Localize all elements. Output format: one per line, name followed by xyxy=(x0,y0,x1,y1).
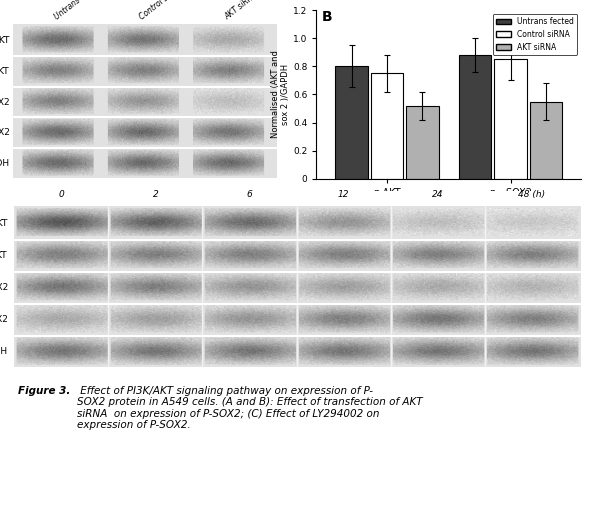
Text: SOX2: SOX2 xyxy=(0,128,10,137)
Legend: Untrans fected, Control siRNA, AKT siRNA: Untrans fected, Control siRNA, AKT siRNA xyxy=(493,14,578,55)
Text: 12: 12 xyxy=(338,189,349,198)
Text: AKT: AKT xyxy=(0,251,8,260)
Text: 24: 24 xyxy=(432,189,444,198)
Text: p-AKT: p-AKT xyxy=(0,219,8,228)
Text: 2: 2 xyxy=(152,189,158,198)
Text: Figure 3.: Figure 3. xyxy=(18,386,70,395)
Text: AKT: AKT xyxy=(0,67,10,76)
Text: GAPDH: GAPDH xyxy=(0,347,8,356)
Text: B: B xyxy=(321,10,332,24)
Bar xyxy=(406,106,438,179)
Text: SOX2: SOX2 xyxy=(0,315,8,324)
Text: p-AKT: p-AKT xyxy=(0,36,10,45)
Bar xyxy=(495,59,527,179)
Text: p-  SOX2: p- SOX2 xyxy=(0,97,10,107)
Text: 0: 0 xyxy=(59,189,64,198)
Text: AKT siRNA: AKT siRNA xyxy=(223,0,260,22)
Text: Control siRNA: Control siRNA xyxy=(138,0,184,22)
Bar xyxy=(530,102,562,179)
Text: Effect of PI3K/AKT signaling pathway on expression of P-
SOX2 protein in A549 ce: Effect of PI3K/AKT signaling pathway on … xyxy=(77,386,423,430)
Bar xyxy=(336,66,368,179)
Text: Untrans fected: Untrans fected xyxy=(53,0,103,22)
Text: 6: 6 xyxy=(247,189,253,198)
Bar xyxy=(459,55,492,179)
Bar xyxy=(371,73,403,179)
Text: GAPDH: GAPDH xyxy=(0,159,10,168)
Text: P - SOX2: P - SOX2 xyxy=(0,283,8,292)
Y-axis label: Normalised (AKT and
sox 2 )/GAPDH: Normalised (AKT and sox 2 )/GAPDH xyxy=(271,50,290,138)
Text: 48 (h): 48 (h) xyxy=(518,189,545,198)
